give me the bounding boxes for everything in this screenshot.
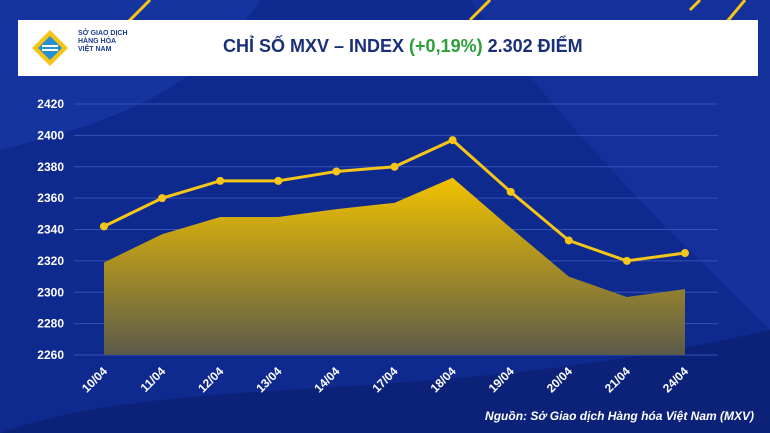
x-tick-label: 24/04 xyxy=(660,364,691,395)
y-tick-label: 2420 xyxy=(37,97,64,111)
data-point xyxy=(448,136,457,145)
data-point xyxy=(332,167,341,176)
y-tick-label: 2260 xyxy=(37,348,64,362)
x-tick-label: 20/04 xyxy=(544,364,575,395)
logo-line-1: SỞ GIAO DỊCH xyxy=(78,30,128,37)
x-tick-label: 11/04 xyxy=(138,364,169,395)
logo-line-2: HÀNG HÓA xyxy=(78,38,117,45)
x-tick-label: 17/04 xyxy=(369,364,400,395)
data-point xyxy=(274,176,283,185)
logo-line-3: VIỆT NAM xyxy=(78,46,112,53)
data-point xyxy=(158,194,167,203)
x-tick-label: 14/04 xyxy=(311,364,342,395)
y-tick-label: 2300 xyxy=(37,285,64,299)
x-tick-label: 18/04 xyxy=(428,364,459,395)
title-main: CHỈ SỐ MXV – INDEX xyxy=(223,36,410,56)
y-tick-label: 2360 xyxy=(37,191,64,205)
x-tick-label: 19/04 xyxy=(486,364,517,395)
x-tick-label: 12/04 xyxy=(195,364,226,395)
title-percent: (+0,19%) xyxy=(409,36,483,56)
title-tail: 2.302 ĐIỂM xyxy=(482,36,583,56)
logo-text: SỞ GIAO DỊCH HÀNG HÓA VIỆT NAM xyxy=(78,30,158,54)
source-note: Nguồn: Sở Giao dịch Hàng hóa Việt Nam (M… xyxy=(485,409,754,423)
mxv-logo xyxy=(32,30,68,66)
data-point xyxy=(216,176,225,185)
data-point xyxy=(390,162,399,171)
y-tick-label: 2340 xyxy=(37,223,64,237)
x-tick-label: 21/04 xyxy=(602,364,633,395)
data-point xyxy=(622,256,631,265)
x-tick-label: 13/04 xyxy=(253,364,284,395)
y-tick-label: 2380 xyxy=(37,160,64,174)
data-point xyxy=(506,187,515,196)
data-point xyxy=(564,236,573,245)
y-tick-label: 2400 xyxy=(37,128,64,142)
data-point xyxy=(681,249,689,258)
index-area xyxy=(104,177,685,355)
header-banner: SỞ GIAO DỊCH HÀNG HÓA VIỆT NAM CHỈ SỐ MX… xyxy=(18,20,758,76)
x-tick-label: 10/04 xyxy=(79,364,110,395)
page-title: CHỈ SỐ MXV – INDEX (+0,19%) 2.302 ĐIỂM xyxy=(223,36,583,57)
y-tick-label: 2280 xyxy=(37,317,64,331)
y-tick-label: 2320 xyxy=(37,254,64,268)
data-point xyxy=(100,222,108,231)
